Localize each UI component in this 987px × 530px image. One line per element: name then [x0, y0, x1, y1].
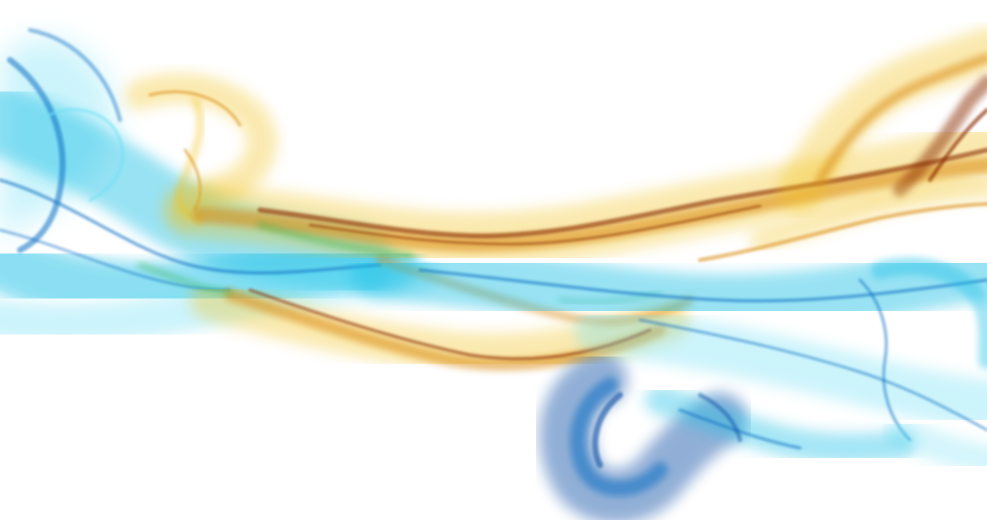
blue-smoke-curl — [539, 352, 915, 524]
cyan-smoke-right — [350, 240, 987, 475]
amber-smoke-right — [698, 27, 987, 262]
